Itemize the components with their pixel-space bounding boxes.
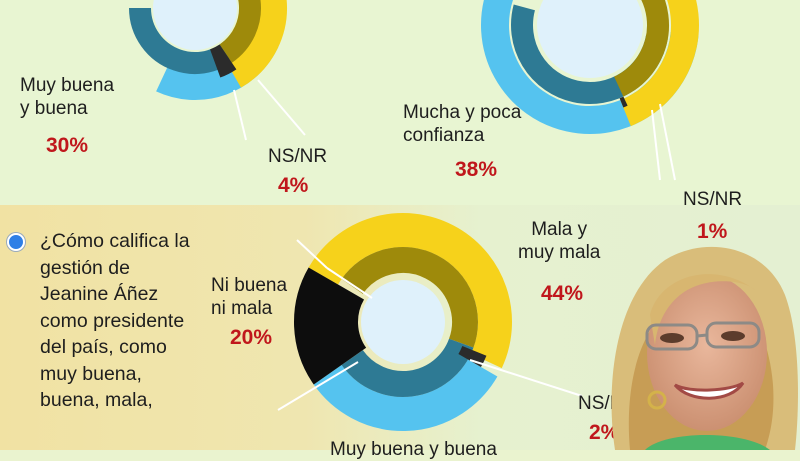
survey-question: ¿Cómo califica la gestión de Jeanine Áñe… [40, 230, 190, 411]
c2-conf-pct: 38% [455, 158, 498, 181]
c2-slice-nsnr [619, 96, 628, 108]
c3-slice-inner-olive [341, 247, 478, 348]
c1-slice-inner-olive [219, 0, 261, 63]
c3-leader-line [326, 267, 373, 299]
c1-good-label: Muy buena y buena [20, 75, 115, 119]
c3-leader-line [277, 361, 359, 411]
c2-conf-label: Mucha y poca confianza [403, 102, 522, 146]
bullet-icon [7, 233, 25, 251]
c1-nsnr-pct: 4% [278, 174, 309, 197]
c3-center [361, 280, 445, 364]
c2-nsnr-pct: 1% [697, 220, 728, 243]
c2-leader-line [659, 103, 676, 181]
c3-leader-line [469, 359, 583, 397]
c1-center [153, 0, 237, 50]
c1-slice-nsnr [209, 44, 237, 78]
person-photo [595, 235, 800, 450]
c3-slice-nsnr [458, 345, 487, 367]
donut-charts [129, 0, 699, 431]
c2-nsnr-label: NS/NR [683, 189, 743, 210]
c1-leader-line [257, 79, 306, 136]
c3-slice-neither [294, 267, 367, 385]
c2-slice-outer-yellow [620, 0, 699, 127]
c3-slice-outer-yellow [308, 213, 512, 369]
c2-center [537, 0, 643, 78]
c3-leader-line [296, 239, 328, 269]
c3-bad-pct: 44% [541, 282, 584, 305]
c3-bad-label: Mala y muy mala [518, 219, 601, 263]
c3-nsnr-pct: 2% [589, 421, 620, 444]
c2-leader-line [651, 109, 661, 181]
c1-slice-outer-yellow [225, 0, 287, 88]
c3-neither-pct: 20% [230, 326, 273, 349]
c1-leader-line [233, 89, 247, 141]
c2-slice-inner-olive [613, 0, 669, 97]
c1-nsnr-label: NS/NR [268, 146, 328, 167]
c3-slice-inner-teal [341, 338, 474, 397]
c1-good-pct: 30% [46, 134, 89, 157]
c3-neither-label: Ni buena ni mala [211, 275, 288, 319]
c3-slice-outer-blue [313, 359, 498, 431]
